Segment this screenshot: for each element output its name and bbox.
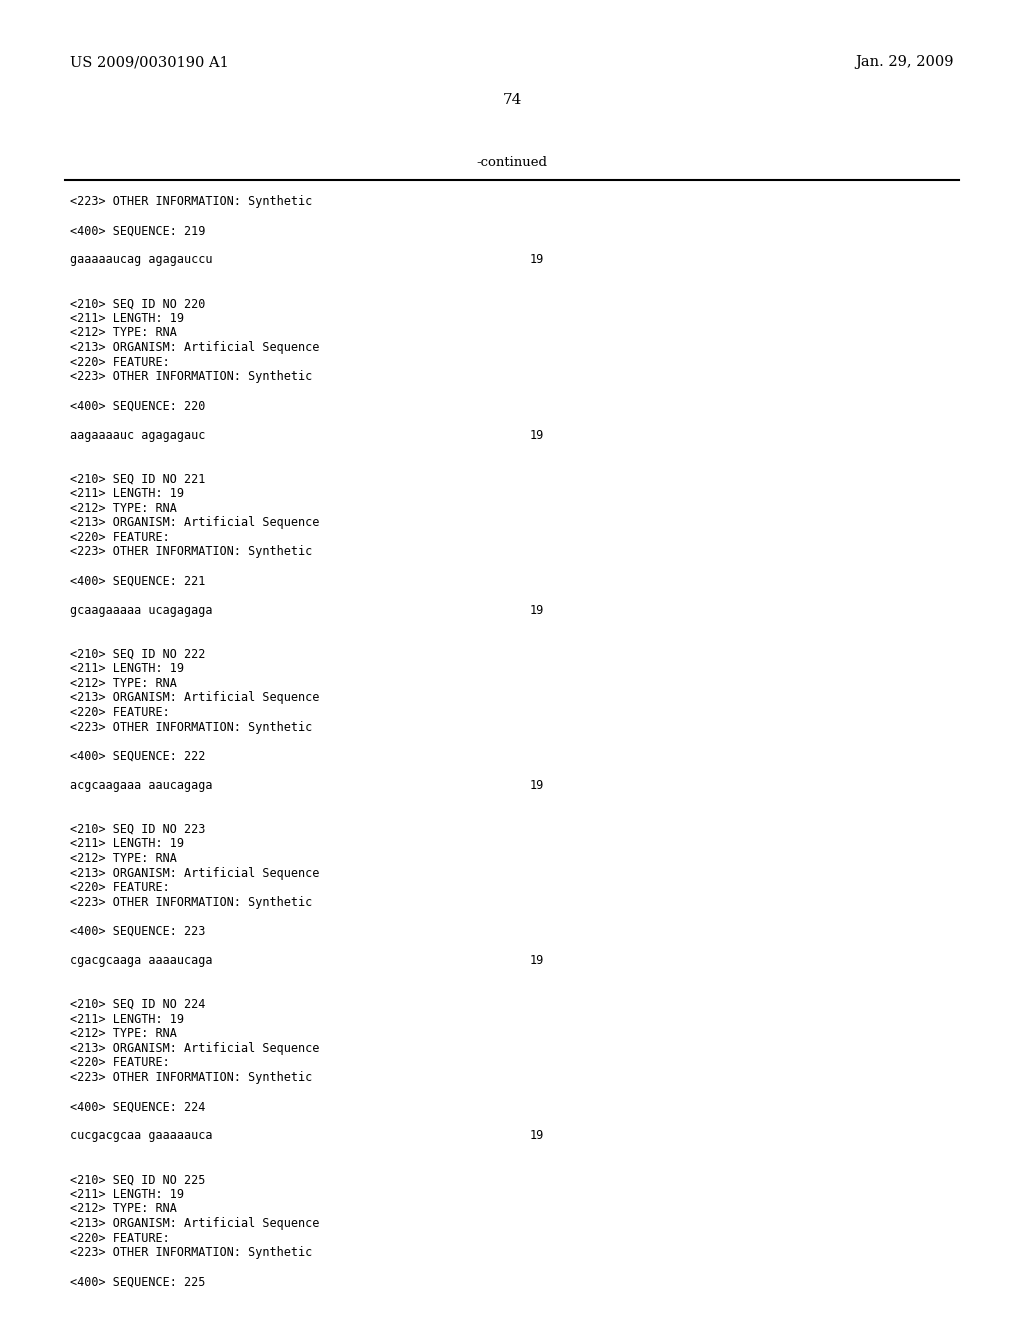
Text: <213> ORGANISM: Artificial Sequence: <213> ORGANISM: Artificial Sequence (70, 1217, 319, 1230)
Text: <210> SEQ ID NO 223: <210> SEQ ID NO 223 (70, 822, 206, 836)
Text: <400> SEQUENCE: 219: <400> SEQUENCE: 219 (70, 224, 206, 238)
Text: <211> LENGTH: 19: <211> LENGTH: 19 (70, 837, 184, 850)
Text: <212> TYPE: RNA: <212> TYPE: RNA (70, 1027, 177, 1040)
Text: <212> TYPE: RNA: <212> TYPE: RNA (70, 502, 177, 515)
Text: <212> TYPE: RNA: <212> TYPE: RNA (70, 677, 177, 690)
Text: acgcaagaaa aaucagaga: acgcaagaaa aaucagaga (70, 779, 213, 792)
Text: <223> OTHER INFORMATION: Synthetic: <223> OTHER INFORMATION: Synthetic (70, 545, 312, 558)
Text: -continued: -continued (476, 157, 548, 169)
Text: <220> FEATURE:: <220> FEATURE: (70, 355, 170, 368)
Text: <210> SEQ ID NO 225: <210> SEQ ID NO 225 (70, 1173, 206, 1187)
Text: <223> OTHER INFORMATION: Synthetic: <223> OTHER INFORMATION: Synthetic (70, 370, 312, 383)
Text: <400> SEQUENCE: 221: <400> SEQUENCE: 221 (70, 574, 206, 587)
Text: <211> LENGTH: 19: <211> LENGTH: 19 (70, 1012, 184, 1026)
Text: 74: 74 (503, 92, 521, 107)
Text: <213> ORGANISM: Artificial Sequence: <213> ORGANISM: Artificial Sequence (70, 867, 319, 879)
Text: <210> SEQ ID NO 224: <210> SEQ ID NO 224 (70, 998, 206, 1011)
Text: <223> OTHER INFORMATION: Synthetic: <223> OTHER INFORMATION: Synthetic (70, 896, 312, 908)
Text: <220> FEATURE:: <220> FEATURE: (70, 706, 170, 719)
Text: <213> ORGANISM: Artificial Sequence: <213> ORGANISM: Artificial Sequence (70, 1041, 319, 1055)
Text: <400> SEQUENCE: 220: <400> SEQUENCE: 220 (70, 400, 206, 412)
Text: <400> SEQUENCE: 223: <400> SEQUENCE: 223 (70, 925, 206, 939)
Text: <210> SEQ ID NO 222: <210> SEQ ID NO 222 (70, 648, 206, 660)
Text: 19: 19 (530, 429, 544, 442)
Text: <213> ORGANISM: Artificial Sequence: <213> ORGANISM: Artificial Sequence (70, 341, 319, 354)
Text: 19: 19 (530, 779, 544, 792)
Text: US 2009/0030190 A1: US 2009/0030190 A1 (70, 55, 228, 69)
Text: <220> FEATURE:: <220> FEATURE: (70, 1056, 170, 1069)
Text: <220> FEATURE:: <220> FEATURE: (70, 882, 170, 894)
Text: <211> LENGTH: 19: <211> LENGTH: 19 (70, 312, 184, 325)
Text: 19: 19 (530, 603, 544, 616)
Text: Jan. 29, 2009: Jan. 29, 2009 (855, 55, 954, 69)
Text: <213> ORGANISM: Artificial Sequence: <213> ORGANISM: Artificial Sequence (70, 516, 319, 529)
Text: gcaagaaaaa ucagagaga: gcaagaaaaa ucagagaga (70, 603, 213, 616)
Text: <400> SEQUENCE: 224: <400> SEQUENCE: 224 (70, 1100, 206, 1113)
Text: <223> OTHER INFORMATION: Synthetic: <223> OTHER INFORMATION: Synthetic (70, 1071, 312, 1084)
Text: <212> TYPE: RNA: <212> TYPE: RNA (70, 851, 177, 865)
Text: <211> LENGTH: 19: <211> LENGTH: 19 (70, 663, 184, 676)
Text: <223> OTHER INFORMATION: Synthetic: <223> OTHER INFORMATION: Synthetic (70, 195, 312, 209)
Text: 19: 19 (530, 954, 544, 968)
Text: 19: 19 (530, 1130, 544, 1142)
Text: <212> TYPE: RNA: <212> TYPE: RNA (70, 326, 177, 339)
Text: gaaaaaucag agagauccu: gaaaaaucag agagauccu (70, 253, 213, 267)
Text: <213> ORGANISM: Artificial Sequence: <213> ORGANISM: Artificial Sequence (70, 692, 319, 705)
Text: <400> SEQUENCE: 222: <400> SEQUENCE: 222 (70, 750, 206, 763)
Text: <223> OTHER INFORMATION: Synthetic: <223> OTHER INFORMATION: Synthetic (70, 721, 312, 734)
Text: <210> SEQ ID NO 220: <210> SEQ ID NO 220 (70, 297, 206, 310)
Text: <220> FEATURE:: <220> FEATURE: (70, 1232, 170, 1245)
Text: aagaaaauc agagagauc: aagaaaauc agagagauc (70, 429, 206, 442)
Text: 19: 19 (530, 253, 544, 267)
Text: cucgacgcaa gaaaaauca: cucgacgcaa gaaaaauca (70, 1130, 213, 1142)
Text: <400> SEQUENCE: 225: <400> SEQUENCE: 225 (70, 1275, 206, 1288)
Text: <211> LENGTH: 19: <211> LENGTH: 19 (70, 1188, 184, 1201)
Text: <211> LENGTH: 19: <211> LENGTH: 19 (70, 487, 184, 500)
Text: <210> SEQ ID NO 221: <210> SEQ ID NO 221 (70, 473, 206, 486)
Text: <223> OTHER INFORMATION: Synthetic: <223> OTHER INFORMATION: Synthetic (70, 1246, 312, 1259)
Text: <220> FEATURE:: <220> FEATURE: (70, 531, 170, 544)
Text: <212> TYPE: RNA: <212> TYPE: RNA (70, 1203, 177, 1216)
Text: cgacgcaaga aaaaucaga: cgacgcaaga aaaaucaga (70, 954, 213, 968)
